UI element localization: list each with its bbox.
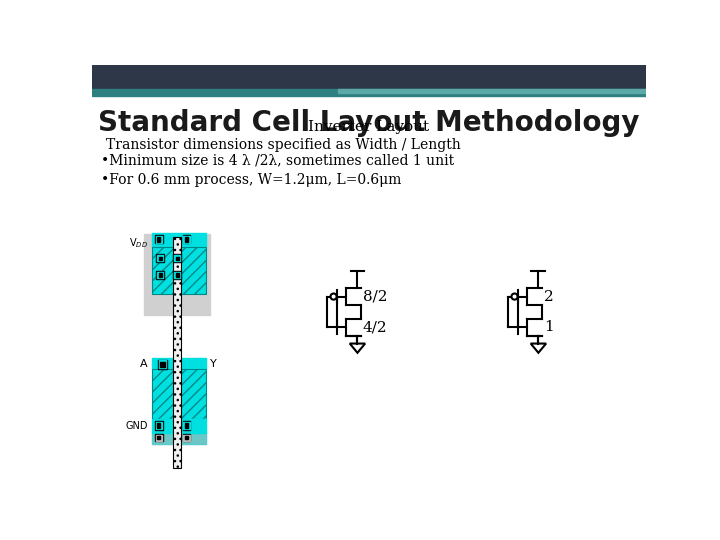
- Bar: [156, 422, 162, 429]
- Bar: [152, 369, 206, 419]
- Bar: [157, 436, 161, 439]
- Text: GND: GND: [125, 421, 148, 431]
- Text: Y: Y: [210, 359, 217, 369]
- Text: •For 0.6 mm process, W=1.2μm, L=0.6μm: •For 0.6 mm process, W=1.2μm, L=0.6μm: [101, 173, 402, 187]
- Text: 4/2: 4/2: [363, 320, 387, 334]
- Bar: [161, 362, 165, 367]
- Bar: [176, 256, 179, 260]
- Bar: [144, 234, 210, 315]
- Bar: [152, 233, 206, 247]
- Bar: [155, 421, 163, 430]
- Bar: [157, 237, 161, 242]
- Bar: [183, 235, 190, 244]
- Text: •Minimum size is 4 λ /2λ, sometimes called 1 unit: •Minimum size is 4 λ /2λ, sometimes call…: [101, 153, 454, 167]
- Bar: [157, 272, 163, 278]
- Bar: [184, 422, 189, 429]
- Text: Transistor dimensions specified as Width / Length: Transistor dimensions specified as Width…: [106, 138, 460, 152]
- Bar: [157, 423, 161, 428]
- Bar: [174, 255, 180, 261]
- Bar: [152, 247, 206, 294]
- Bar: [338, 90, 647, 93]
- Bar: [152, 358, 206, 369]
- Bar: [156, 271, 164, 279]
- Bar: [155, 235, 163, 244]
- Bar: [158, 360, 167, 369]
- Text: 1: 1: [544, 320, 554, 334]
- Bar: [155, 434, 163, 441]
- Bar: [157, 255, 163, 261]
- Bar: [159, 273, 162, 276]
- Circle shape: [330, 294, 337, 300]
- Polygon shape: [531, 343, 546, 353]
- Bar: [183, 434, 190, 441]
- Text: Standard Cell Layout Methodology: Standard Cell Layout Methodology: [98, 110, 639, 138]
- Bar: [183, 421, 190, 430]
- Bar: [184, 435, 189, 441]
- Text: 2: 2: [544, 289, 554, 303]
- Bar: [185, 237, 188, 242]
- Bar: [185, 436, 188, 439]
- Bar: [159, 256, 162, 260]
- Bar: [92, 65, 647, 90]
- Bar: [152, 433, 206, 444]
- Polygon shape: [350, 343, 365, 353]
- Bar: [156, 254, 164, 262]
- Text: Inverter Layout: Inverter Layout: [308, 120, 430, 134]
- Bar: [174, 271, 181, 279]
- Text: 8/2: 8/2: [363, 289, 387, 303]
- Bar: [174, 237, 181, 468]
- Circle shape: [511, 294, 518, 300]
- Bar: [92, 90, 647, 96]
- Bar: [174, 272, 180, 278]
- Bar: [152, 433, 206, 444]
- Text: V$_{DD}$: V$_{DD}$: [129, 236, 148, 249]
- Text: A: A: [140, 359, 148, 369]
- Bar: [156, 435, 162, 441]
- Bar: [185, 423, 188, 428]
- Bar: [176, 273, 179, 276]
- Bar: [152, 419, 206, 433]
- Bar: [159, 361, 166, 368]
- Bar: [174, 254, 181, 262]
- Bar: [184, 236, 189, 242]
- Bar: [156, 236, 162, 242]
